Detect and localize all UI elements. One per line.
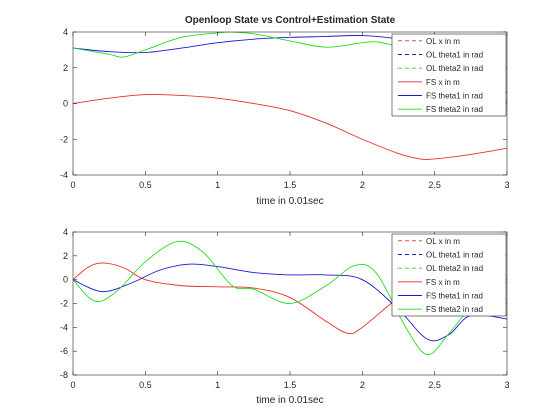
- y-tick-label: 2: [63, 63, 68, 73]
- legend-box: [391, 233, 507, 317]
- legend-label: FS theta2 in rad: [426, 105, 483, 114]
- x-tick-label: 0: [70, 180, 75, 190]
- x-tick-label: 0.5: [139, 180, 152, 190]
- legend-label: FS theta1 in rad: [426, 292, 483, 301]
- axes-top: 0 0.5 1 1.5 2 2.5 3 -4 -2 0 2 4 Openloop State vs Co…: [60, 15, 510, 207]
- x-axis-label: time in 0.01sec: [256, 395, 323, 406]
- legend-label: OL x in m: [426, 37, 460, 46]
- legend-label: OL x in m: [426, 237, 460, 246]
- chart-title: Openloop State vs Control+Estimation Sta…: [185, 15, 396, 26]
- legend: OL x in m OL theta1 in rad OL theta2 in ra…: [391, 33, 507, 117]
- y-tick-label: 4: [63, 27, 68, 37]
- legend-label: OL theta2 in rad: [426, 64, 483, 73]
- x-tick-label: 2: [360, 180, 365, 190]
- y-tick-label: 2: [63, 251, 68, 261]
- y-tick-label: -8: [60, 370, 68, 380]
- legend-label: FS theta1 in rad: [426, 92, 483, 101]
- x-tick-label: 2.5: [428, 380, 441, 390]
- axes-bottom: 0 0.5 1 1.5 2 2.5 3 -8 -6 -4 -2 0 2 4 time in 0.01sec O…: [60, 227, 510, 406]
- y-tick-label: 0: [63, 99, 68, 109]
- legend-box: [391, 33, 507, 117]
- series-line-fs-theta1-in-rad: [73, 263, 507, 342]
- y-tick-label: -4: [60, 322, 68, 332]
- x-tick-label: 1.5: [284, 180, 297, 190]
- legend-label: FS theta2 in rad: [426, 305, 483, 314]
- legend-label: FS x in m: [426, 78, 460, 87]
- x-tick-label: 1.5: [284, 380, 297, 390]
- series-line-fs-x-in-m: [73, 93, 507, 160]
- y-tick-label: -4: [60, 170, 68, 180]
- x-tick-label: 2: [360, 380, 365, 390]
- x-tick-label: 1: [215, 180, 220, 190]
- legend: OL x in m OL theta1 in rad OL theta2 in ra…: [391, 233, 507, 317]
- y-tick-label: 4: [63, 227, 68, 237]
- x-tick-label: 3: [504, 380, 509, 390]
- x-tick-label: 0.5: [139, 380, 152, 390]
- x-tick-label: 3: [504, 180, 509, 190]
- y-tick-label: -6: [60, 346, 68, 356]
- legend-label: OL theta2 in rad: [426, 264, 483, 273]
- y-tick-label: 0: [63, 275, 68, 285]
- legend-label: OL theta1 in rad: [426, 51, 483, 60]
- y-tick-label: -2: [60, 299, 68, 309]
- y-tick-label: -2: [60, 134, 68, 144]
- legend-label: FS x in m: [426, 278, 460, 287]
- x-axis-label: time in 0.01sec: [256, 196, 323, 207]
- legend-label: OL theta1 in rad: [426, 251, 483, 260]
- x-tick-label: 2.5: [428, 180, 441, 190]
- series-line-fs-theta2-in-rad: [73, 240, 507, 356]
- x-tick-label: 0: [70, 380, 75, 390]
- x-tick-label: 1: [215, 380, 220, 390]
